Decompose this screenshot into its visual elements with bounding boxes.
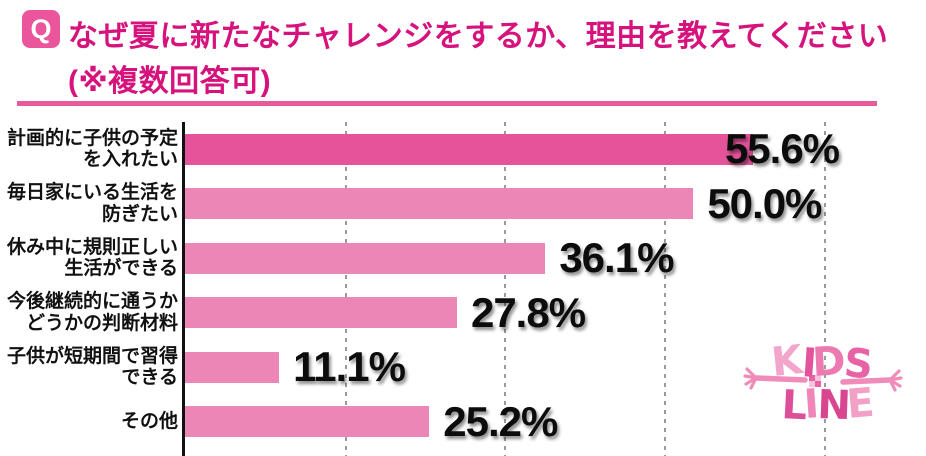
category-label: 休み中に規則正しい 生活ができる: [6, 236, 178, 280]
bar: [185, 133, 753, 165]
bar: [185, 351, 280, 383]
value-label: 55.6%: [724, 125, 840, 173]
value-label: 11.1%: [293, 343, 406, 391]
bar-track: 36.1%: [185, 231, 926, 286]
page-title-line-2: (※複数回答可): [68, 65, 272, 98]
gridline: [344, 122, 347, 456]
category-label: 子供が短期間で習得 できる: [6, 345, 178, 389]
bar: [185, 242, 546, 274]
logo-letter: N: [817, 382, 852, 429]
bar: [185, 188, 694, 220]
chart-row: 毎日家にいる生活を 防ぎたい 50.0%: [0, 177, 926, 232]
gridline: [664, 122, 667, 456]
logo-letter: D: [811, 338, 847, 386]
bar: [185, 297, 457, 329]
logo-letter: L: [780, 382, 808, 429]
logo-letter: E: [845, 380, 876, 428]
logo-letter: I: [802, 381, 820, 428]
category-label: 計画的に子供の予定 を入れたい: [6, 127, 178, 171]
category-label: 毎日家にいる生活を 防ぎたい: [6, 182, 178, 225]
logo-left-arm: [753, 375, 808, 383]
value-label: 36.1%: [559, 234, 674, 282]
chart-row: 計画的に子供の予定 を入れたい 55.6%: [0, 122, 926, 177]
bar-track: 27.8%: [185, 286, 926, 341]
value-label: 25.2%: [443, 397, 558, 445]
bar-track: 11.1%: [185, 340, 926, 395]
gridline: [823, 122, 826, 456]
chart-row: 子供が短期間で習得 できる 11.1%: [0, 340, 926, 395]
gridline: [504, 122, 507, 456]
category-label: その他: [120, 411, 178, 432]
category-label: 今後継続的に通うか どうかの判断材料: [6, 291, 178, 334]
bar-track: 25.2%: [185, 395, 926, 450]
logo-right-arm: [840, 377, 893, 385]
logo-letter: K: [769, 337, 807, 386]
logo-letter: I: [800, 340, 818, 387]
bar-track: 55.6%: [185, 122, 926, 177]
logo-letter: S: [842, 340, 875, 388]
bar-chart: 計画的に子供の予定 を入れたい 55.6% 毎日家にいる生活を 防ぎたい 50.0%…: [0, 122, 926, 449]
header-divider: [17, 101, 877, 106]
page-title-line-1: なぜ夏に新たなチャレンジをするか、理由を教えてください: [68, 20, 889, 53]
chart-row: 休み中に規則正しい 生活ができる 36.1%: [0, 231, 926, 286]
logo-checker-pattern: [809, 375, 821, 387]
question-badge: Q: [22, 10, 60, 48]
bar-track: 50.0%: [185, 177, 926, 232]
chart-row: 今後継続的に通うか どうかの判断材料 27.8%: [0, 286, 926, 341]
value-label: 27.8%: [470, 288, 586, 336]
value-label: 50.0%: [707, 179, 822, 227]
bar: [185, 406, 430, 438]
chart-row: その他 25.2%: [0, 395, 926, 450]
chart-plot-area: [182, 122, 926, 456]
